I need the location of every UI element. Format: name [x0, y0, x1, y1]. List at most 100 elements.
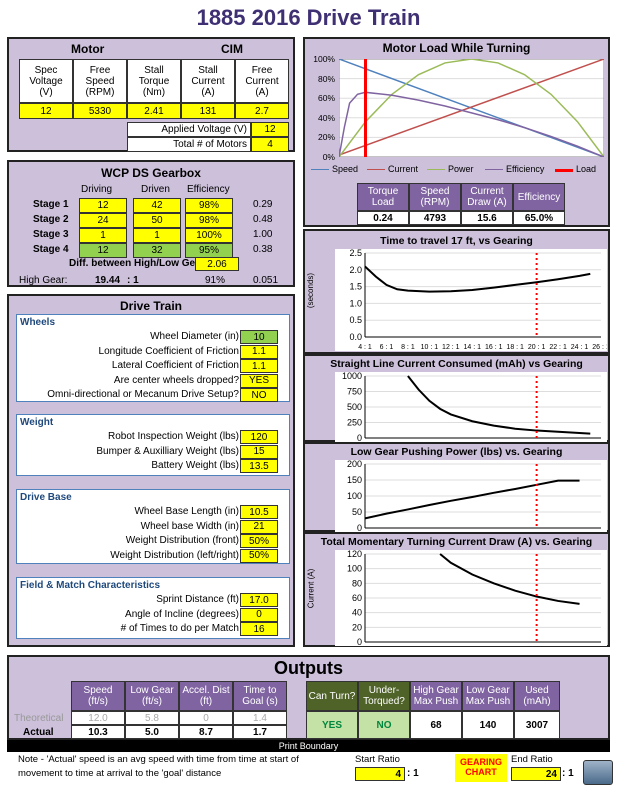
dt-label: Are center wheels dropped?: [113, 374, 239, 386]
end-ratio-value[interactable]: 24: [511, 767, 561, 781]
out-actual-0: 10.3: [71, 725, 125, 739]
x-tick-label: 20 : 1: [528, 344, 546, 351]
out-theoretical-2: 0: [179, 711, 233, 725]
y-tick-label: 40: [352, 608, 362, 618]
y-tick-label: 200: [347, 460, 362, 469]
out2-header-2: High Gear Max Push: [410, 681, 462, 711]
time-chart-panel: Time to travel 17 ft, vs Gearing (second…: [303, 229, 610, 354]
gear-stage-label: Stage 4: [33, 244, 69, 255]
motor-header-2: Stall Torque (Nm): [127, 59, 181, 103]
dt-label: Wheel base Width (in): [140, 520, 239, 532]
dt-value[interactable]: 50%: [240, 534, 278, 548]
dt-value[interactable]: 15: [240, 444, 278, 459]
out-header-1: Low Gear (ft/s): [125, 681, 179, 711]
gearing-chart-button[interactable]: GEARING CHART: [455, 754, 507, 782]
actual-label: Actual: [23, 727, 54, 738]
start-ratio-value[interactable]: 4: [355, 767, 405, 781]
motor-value-4[interactable]: 2.7: [235, 103, 289, 119]
x-tick-label: 18 : 1: [506, 344, 524, 351]
y-tick-label: 1.5: [349, 282, 362, 292]
motor-value-3[interactable]: 131: [181, 103, 235, 119]
current-chart-panel: Straight Line Current Consumed (mAh) vs …: [303, 354, 610, 442]
dt-value[interactable]: 21: [240, 519, 278, 534]
ylabel-tick: 80%: [317, 73, 335, 84]
motor-header-1: Free Speed (RPM): [73, 59, 127, 103]
ml-value-0: 0.24: [357, 211, 409, 225]
gear-eff[interactable]: 98%: [185, 198, 233, 213]
dt-value[interactable]: 1.1: [240, 344, 278, 359]
page-title: 1885 2016 Drive Train: [196, 5, 421, 30]
y-tick-label: 0.0: [349, 332, 362, 342]
ml-value-3: 65.0%: [513, 211, 565, 225]
gearbox-title: WCP DS Gearbox: [101, 166, 201, 180]
legend-swatch-4: [555, 169, 573, 172]
outputs-panel: Outputs Theoretical Actual Speed (ft/s) 1…: [7, 655, 610, 740]
out-header-2: Accel. Dist (ft): [179, 681, 233, 711]
legend-label-2: Power: [448, 164, 474, 174]
motor-value-2[interactable]: 2.41: [127, 103, 181, 119]
high-gear-label: High Gear:: [19, 275, 68, 286]
ylabel-tick: 0%: [322, 152, 335, 162]
scroll-corner-button[interactable]: [583, 760, 613, 785]
gear-driven[interactable]: 50: [133, 213, 181, 228]
gear-driving[interactable]: 12: [79, 198, 127, 213]
x-tick-label: 22 : 1: [549, 344, 567, 351]
ylabel-tick: 60%: [317, 93, 335, 104]
gear-driving[interactable]: 1: [79, 228, 127, 243]
weight-title: Weight: [20, 417, 54, 428]
out-actual-3: 1.7: [233, 725, 287, 739]
dt-value[interactable]: 13.5: [240, 459, 278, 473]
out-theoretical-3: 1.4: [233, 711, 287, 725]
dt-value[interactable]: 17.0: [240, 593, 278, 607]
dt-value[interactable]: NO: [240, 388, 278, 402]
dt-label: # of Times to do per Match: [120, 623, 239, 634]
x-tick-label: 16 : 1: [485, 344, 503, 351]
gear-driving[interactable]: 24: [79, 213, 127, 228]
x-tick-label: 10 : 1: [421, 344, 439, 351]
dt-value[interactable]: 16: [240, 622, 278, 636]
legend-label-3: Efficiency: [506, 164, 545, 174]
gear-eff[interactable]: 95%: [185, 243, 233, 258]
gear-driven[interactable]: 32: [133, 243, 181, 258]
gear-driven[interactable]: 42: [133, 198, 181, 213]
y-tick-label: 1000: [342, 372, 362, 381]
ylabel-tick: 100%: [313, 54, 335, 64]
series-efficiency: [338, 91, 605, 158]
end-ratio-suffix: : 1: [562, 768, 574, 779]
num-motors-value[interactable]: 4: [251, 137, 289, 152]
applied-voltage-value[interactable]: 12: [251, 122, 289, 137]
y-tick-label: 1.0: [349, 298, 362, 308]
gear-eff[interactable]: 100%: [185, 228, 233, 243]
legend-swatch-3: [485, 169, 503, 170]
motor-value-0[interactable]: 12: [19, 103, 73, 119]
y-tick-label: 120: [347, 550, 362, 559]
gear-driving[interactable]: 12: [79, 243, 127, 258]
dt-value[interactable]: 120: [240, 430, 278, 444]
dt-label: Lateral Coefficient of Friction: [111, 360, 239, 371]
gear-driven[interactable]: 1: [133, 228, 181, 243]
dt-label: Longitude Coefficient of Friction: [98, 345, 239, 357]
push-chart-title: Low Gear Pushing Power (lbs) vs. Gearing: [350, 446, 563, 458]
dt-value[interactable]: 10.5: [240, 505, 278, 519]
out2-value-2: 68: [410, 711, 462, 739]
dt-value[interactable]: YES: [240, 373, 278, 388]
field-section: Field & Match Characteristics Sprint Dis…: [16, 577, 290, 639]
dt-value[interactable]: 0: [240, 607, 278, 622]
turn-chart-ylabel: Current (A): [306, 568, 316, 609]
series-speed: [338, 58, 605, 158]
data-line: [439, 553, 580, 605]
ml-header-3: Efficiency: [513, 183, 565, 211]
x-tick-label: 14 : 1: [464, 344, 482, 351]
out2-header-3: Low Gear Max Push: [462, 681, 514, 711]
x-tick-label: 24 : 1: [571, 344, 589, 351]
dt-label: Weight Distribution (front): [125, 535, 239, 546]
dt-value[interactable]: 1.1: [240, 359, 278, 373]
gear-eff[interactable]: 98%: [185, 213, 233, 228]
motorload-panel: Motor Load While Turning Speed Current Pow…: [303, 37, 610, 227]
dt-value[interactable]: 10: [240, 330, 278, 344]
y-tick-label: 150: [347, 475, 362, 485]
y-tick-label: 0: [357, 637, 362, 646]
motor-value-1[interactable]: 5330: [73, 103, 127, 119]
x-tick-label: 12 : 1: [442, 344, 460, 351]
dt-value[interactable]: 50%: [240, 548, 278, 563]
